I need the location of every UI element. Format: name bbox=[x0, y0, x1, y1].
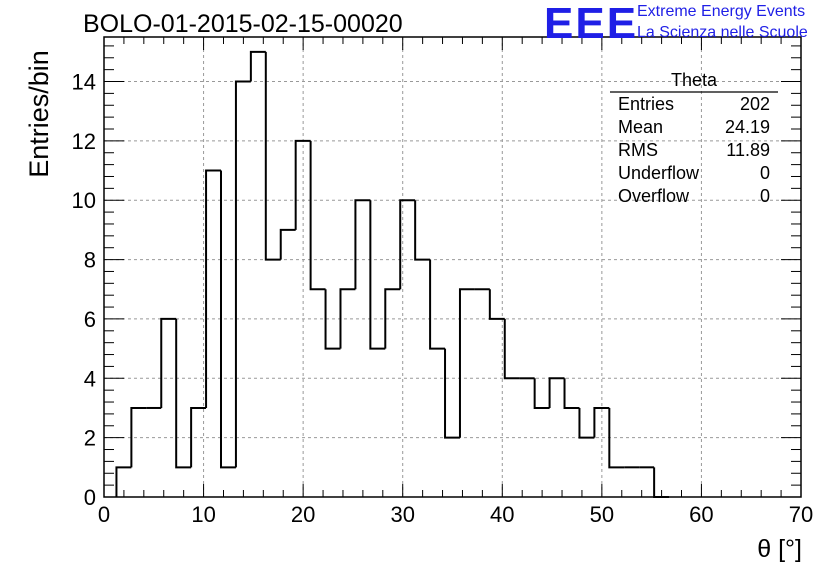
stats-value-mean: 24.19 bbox=[724, 117, 770, 137]
histogram-bin-11 bbox=[279, 228, 296, 260]
x-tick-label-40: 40 bbox=[490, 502, 514, 527]
stats-label-mean: Mean bbox=[618, 117, 664, 137]
y-tick-label-8: 8 bbox=[84, 248, 96, 273]
histogram-bin-18 bbox=[384, 288, 401, 349]
histogram-bin-31 bbox=[578, 407, 595, 439]
histogram-bin-1 bbox=[130, 406, 147, 468]
histogram-series bbox=[115, 50, 670, 498]
histogram-bin-0 bbox=[115, 466, 132, 497]
y-tick-label-14: 14 bbox=[72, 70, 96, 95]
y-tick-label-0: 0 bbox=[84, 485, 96, 510]
histogram-bin-26 bbox=[503, 318, 520, 380]
x-tick-label-20: 20 bbox=[291, 502, 315, 527]
stats-value-overflow: 0 bbox=[759, 186, 770, 206]
histogram-bin-7 bbox=[219, 170, 236, 469]
y-axis-label: Entries/bin bbox=[24, 50, 54, 178]
histogram-bin-28 bbox=[533, 378, 550, 409]
x-tick-label-50: 50 bbox=[590, 502, 614, 527]
stats-box-title: Theta bbox=[670, 70, 718, 90]
x-tick-label-0: 0 bbox=[98, 502, 110, 527]
y-tick-label-6: 6 bbox=[84, 307, 96, 332]
axis-ticks bbox=[103, 37, 802, 498]
histogram-bin-32 bbox=[593, 406, 610, 438]
logo-line-1: Extreme Energy Events bbox=[637, 3, 806, 20]
stats-label-overflow: Overflow bbox=[618, 186, 690, 206]
stats-value-underflow: 0 bbox=[759, 163, 770, 183]
stats-label-entries: Entries bbox=[618, 94, 675, 114]
logo-line-2: La Scienza nelle Scuole bbox=[637, 24, 808, 41]
x-tick-label-10: 10 bbox=[191, 502, 215, 527]
x-tick-label-30: 30 bbox=[390, 502, 414, 527]
run-title: BOLO-01-2015-02-15-00020 bbox=[83, 10, 403, 38]
x-tick-label-60: 60 bbox=[689, 502, 713, 527]
histogram-bin-17 bbox=[369, 200, 386, 350]
histogram-bin-5 bbox=[190, 406, 207, 468]
eee-logo: EEE bbox=[544, 0, 639, 48]
histogram-bin-16 bbox=[354, 199, 371, 290]
stats-value-rms: 11.89 bbox=[726, 140, 770, 160]
histogram-bin-12 bbox=[294, 139, 311, 230]
stats-label-rms: RMS bbox=[618, 140, 658, 160]
plot-frame bbox=[103, 36, 802, 498]
histogram-bin-9 bbox=[249, 50, 266, 82]
x-axis-label: θ [°] bbox=[757, 535, 802, 563]
histogram-bin-3 bbox=[160, 317, 177, 408]
y-tick-label-4: 4 bbox=[84, 366, 96, 391]
histogram-bin-22 bbox=[444, 348, 460, 439]
stats-label-underflow: Underflow bbox=[618, 163, 700, 183]
histogram-bin-10 bbox=[264, 51, 281, 261]
tick-labels: 0 10 20 30 40 50 60 70 0 2 4 6 8 10 12 14 bbox=[72, 70, 814, 527]
histogram-bin-29 bbox=[548, 377, 565, 408]
stats-value-entries: 202 bbox=[739, 94, 770, 114]
grid-lines bbox=[104, 37, 801, 497]
histogram-bin-21 bbox=[429, 259, 446, 350]
histogram-bin-20 bbox=[414, 200, 431, 261]
histogram-bin-19 bbox=[399, 199, 416, 290]
y-tick-label-2: 2 bbox=[84, 426, 96, 451]
x-tick-label-70: 70 bbox=[789, 502, 813, 527]
histogram-bin-14 bbox=[324, 289, 341, 350]
histogram-bin-8 bbox=[234, 80, 251, 468]
histogram-bin-25 bbox=[488, 289, 505, 320]
histogram-bin-33 bbox=[608, 407, 625, 469]
y-tick-label-10: 10 bbox=[72, 188, 96, 213]
histogram-bin-15 bbox=[339, 288, 356, 349]
histogram-bin-23 bbox=[458, 288, 475, 438]
histogram-bin-13 bbox=[309, 140, 326, 291]
y-tick-label-12: 12 bbox=[72, 129, 96, 154]
histogram-bin-6 bbox=[205, 169, 221, 408]
histogram-bin-30 bbox=[563, 378, 580, 409]
histogram-bin-4 bbox=[175, 318, 192, 469]
